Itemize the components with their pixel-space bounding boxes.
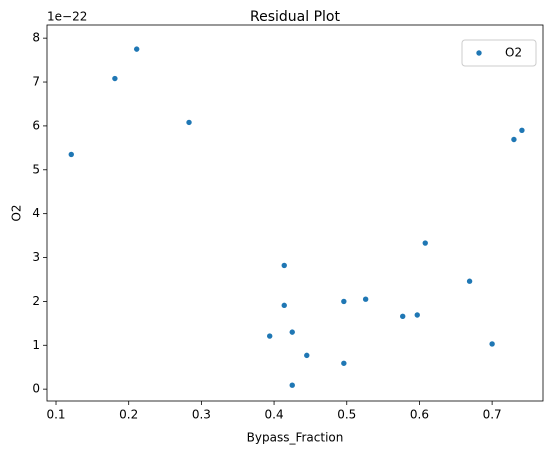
x-axis-label: Bypass_Fraction bbox=[247, 431, 344, 445]
point bbox=[400, 313, 406, 320]
point bbox=[341, 360, 347, 366]
point bbox=[422, 240, 428, 246]
x-tick-label: 0.3 bbox=[192, 408, 211, 422]
point bbox=[112, 75, 118, 82]
y-offset-label: 1e−22 bbox=[47, 10, 87, 24]
point bbox=[362, 296, 369, 302]
point bbox=[186, 119, 192, 126]
point bbox=[289, 329, 295, 335]
x-tick-label: 0.1 bbox=[46, 408, 65, 422]
point bbox=[466, 278, 473, 284]
y-tick-label: 2 bbox=[32, 294, 40, 308]
point bbox=[281, 302, 287, 309]
y-tick-label: 6 bbox=[32, 118, 40, 132]
x-tick-label: 0.5 bbox=[337, 408, 356, 422]
x-tick-label: 0.7 bbox=[483, 408, 502, 422]
plot-frame bbox=[46, 24, 544, 402]
point bbox=[511, 136, 517, 143]
y-tick-label: 4 bbox=[32, 206, 40, 220]
y-tick-label: 3 bbox=[32, 250, 40, 264]
legend-marker bbox=[476, 50, 482, 56]
x-tick-label: 0.4 bbox=[265, 408, 284, 422]
point bbox=[304, 352, 310, 359]
point bbox=[489, 341, 495, 347]
x-tick-label: 0.2 bbox=[119, 408, 138, 422]
point bbox=[289, 382, 295, 388]
y-axis-label: O2 bbox=[10, 204, 24, 221]
point bbox=[133, 46, 140, 52]
point bbox=[68, 151, 74, 158]
x-tick-label: 0.6 bbox=[410, 408, 429, 422]
point bbox=[414, 312, 420, 318]
y-tick-label: 1 bbox=[32, 338, 40, 352]
y-tick-label: 7 bbox=[32, 75, 40, 89]
chart-title: Residual Plot bbox=[250, 9, 340, 25]
y-tick-label: 8 bbox=[32, 31, 40, 45]
point bbox=[341, 298, 347, 305]
legend-label: O2 bbox=[505, 46, 522, 60]
point bbox=[281, 262, 287, 269]
point bbox=[519, 127, 525, 133]
legend-box bbox=[461, 39, 537, 67]
y-tick-label: 5 bbox=[32, 162, 40, 176]
y-tick-label: 0 bbox=[32, 382, 40, 396]
point bbox=[267, 333, 273, 339]
